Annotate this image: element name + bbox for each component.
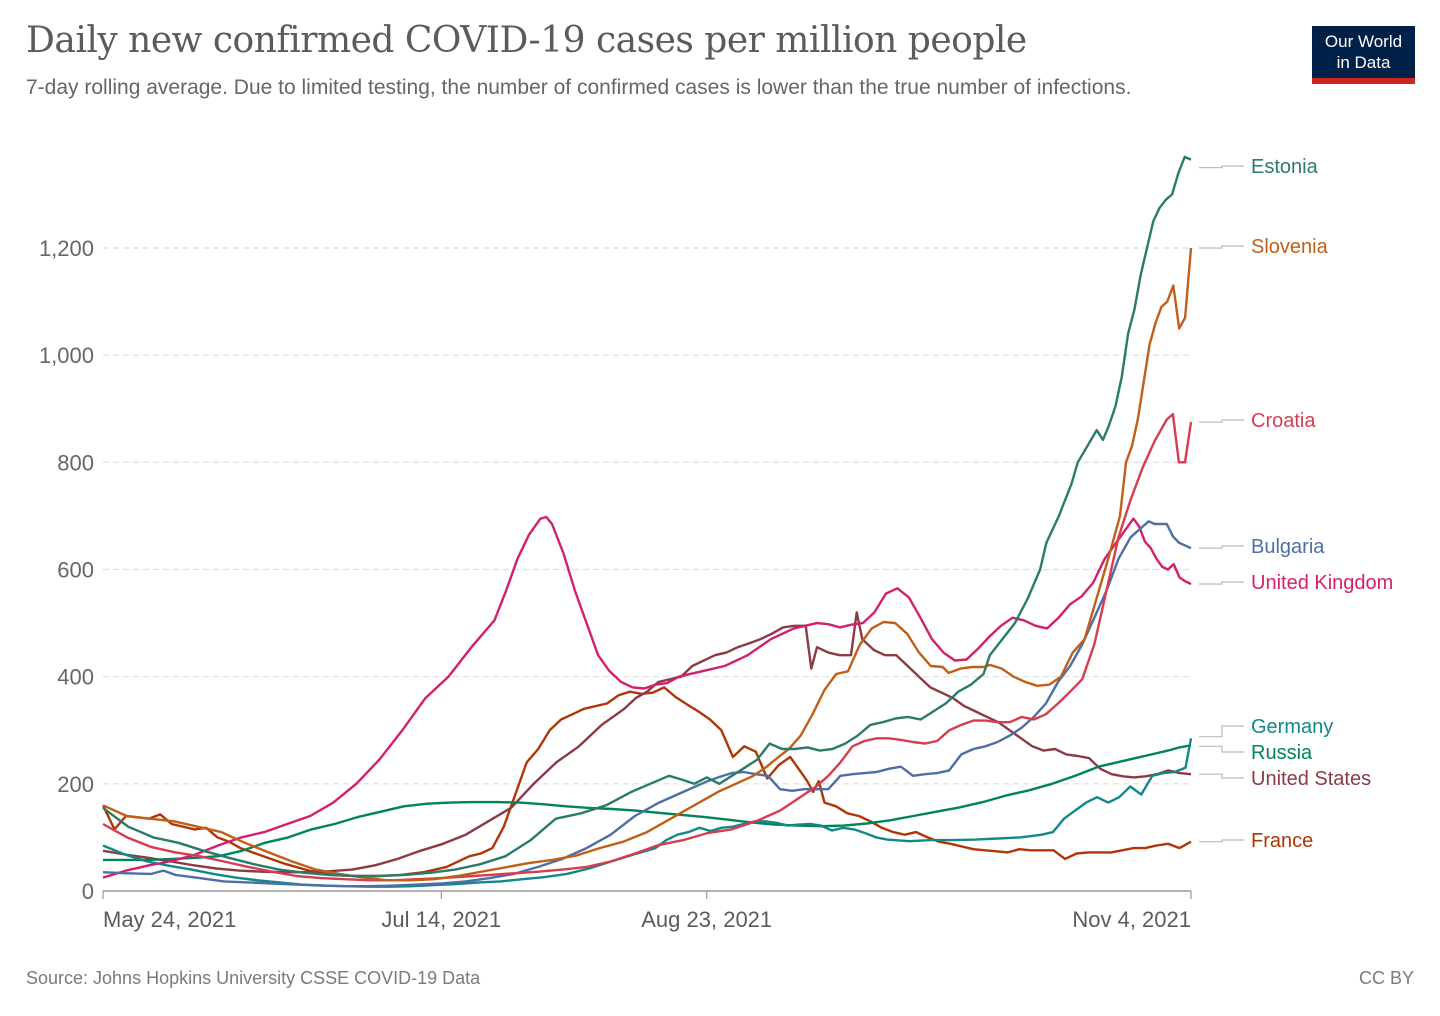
legend-label: United Kingdom xyxy=(1251,572,1393,594)
series-line-france[interactable] xyxy=(101,686,1192,878)
legend-item-germany[interactable]: Germany xyxy=(1199,716,1333,738)
legend-connector xyxy=(1199,581,1244,585)
y-tick-label: 600 xyxy=(57,558,94,583)
legend-connector xyxy=(1199,245,1244,249)
logo-red-bar xyxy=(1312,78,1415,84)
x-tick-label: May 24, 2021 xyxy=(103,907,236,932)
legend-connector xyxy=(1199,839,1244,843)
chart-subtitle: 7-day rolling average. Due to limited te… xyxy=(26,76,1132,99)
legend-connector xyxy=(1199,725,1244,738)
legend-label: Bulgaria xyxy=(1251,536,1325,558)
x-tick-label: Nov 4, 2021 xyxy=(1072,907,1191,932)
y-tick-label: 400 xyxy=(57,665,94,690)
legend-label: Germany xyxy=(1251,716,1333,738)
legend-label: Slovenia xyxy=(1251,236,1329,258)
legend-item-russia[interactable]: Russia xyxy=(1199,742,1313,764)
legend-connector xyxy=(1199,773,1244,779)
legend-item-slovenia[interactable]: Slovenia xyxy=(1199,236,1329,258)
y-tick-label: 1,200 xyxy=(39,236,94,261)
license-label[interactable]: CC BY xyxy=(1358,968,1414,988)
legend-item-united-states[interactable]: United States xyxy=(1199,768,1371,790)
series-lines xyxy=(101,155,1193,888)
legend-item-estonia[interactable]: Estonia xyxy=(1199,156,1319,178)
owid-logo[interactable]: Our World in Data xyxy=(1312,26,1415,84)
y-tick-label: 1,000 xyxy=(39,343,94,368)
legend-item-bulgaria[interactable]: Bulgaria xyxy=(1199,536,1325,558)
legend-item-united-kingdom[interactable]: United Kingdom xyxy=(1199,572,1393,594)
gridlines xyxy=(103,247,1191,785)
y-tick-label: 200 xyxy=(57,772,94,797)
logo-line-2: in Data xyxy=(1336,53,1391,72)
legend-label: Russia xyxy=(1251,742,1313,764)
y-tick-label: 0 xyxy=(82,879,94,904)
x-axis: May 24, 2021 Jul 14, 2021 Aug 23, 2021 Nov … xyxy=(102,890,1192,932)
legend-label: Croatia xyxy=(1251,410,1316,432)
y-tick-label: 800 xyxy=(57,450,94,475)
legend-connector xyxy=(1199,419,1244,423)
legend: Estonia Slovenia Croatia Bulgaria United Kin… xyxy=(1199,156,1393,852)
series-line-united-kingdom[interactable] xyxy=(102,515,1192,879)
series-line-slovenia[interactable] xyxy=(102,247,1193,882)
series-line-estonia[interactable] xyxy=(102,155,1192,878)
legend-connector xyxy=(1199,165,1244,169)
legend-label: France xyxy=(1251,830,1313,852)
legend-connector xyxy=(1199,745,1244,753)
legend-label: Estonia xyxy=(1251,156,1319,178)
series-line-russia[interactable] xyxy=(103,744,1192,862)
series-line-croatia[interactable] xyxy=(102,412,1193,882)
series-line-bulgaria[interactable] xyxy=(102,520,1192,888)
x-tick-label: Jul 14, 2021 xyxy=(381,907,501,932)
series-line-united-states[interactable] xyxy=(102,611,1192,874)
x-tick-label: Aug 23, 2021 xyxy=(641,907,772,932)
legend-item-france[interactable]: France xyxy=(1199,830,1313,852)
y-axis-ticks: 0 200 400 600 800 1,000 1,200 xyxy=(39,236,94,904)
legend-connector xyxy=(1199,545,1244,549)
logo-line-1: Our World xyxy=(1324,32,1403,51)
chart-title: Daily new confirmed COVID-19 cases per m… xyxy=(26,20,1027,61)
legend-item-croatia[interactable]: Croatia xyxy=(1199,410,1316,432)
legend-label: United States xyxy=(1251,768,1371,790)
source-note[interactable]: Source: Johns Hopkins University CSSE CO… xyxy=(26,968,481,988)
